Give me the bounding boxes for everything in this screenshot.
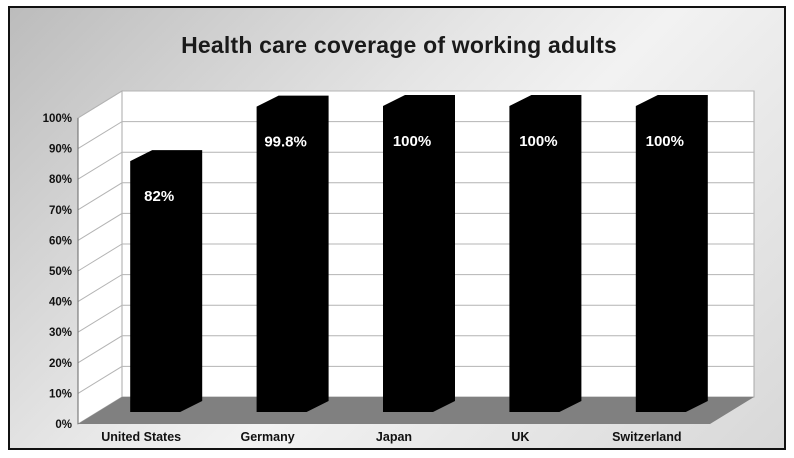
bar <box>130 150 203 412</box>
bar <box>509 95 582 412</box>
bar-value-label: 100% <box>519 133 557 150</box>
y-tick-label: 100% <box>43 113 72 125</box>
bar-value-label: 100% <box>646 133 684 150</box>
y-tick-label: 0% <box>55 419 72 431</box>
x-tick-label: UK <box>511 430 529 444</box>
y-tick-label: 20% <box>49 358 72 370</box>
bar-value-label: 82% <box>144 188 174 205</box>
y-tick-label: 60% <box>49 235 72 247</box>
bar-value-label: 100% <box>393 133 431 150</box>
x-tick-label: Japan <box>376 430 412 444</box>
chart-frame: Health care coverage of working adults 0… <box>8 6 786 450</box>
x-tick-label: United States <box>101 430 181 444</box>
chart-title: Health care coverage of working adults <box>181 32 617 58</box>
y-tick-label: 80% <box>49 174 72 186</box>
x-tick-label: Germany <box>240 430 294 444</box>
y-tick-label: 40% <box>49 297 72 309</box>
bar-chart: 0% 10% 20% 30% 40% 50% 60% 70% 80% 90% 100% 82% Unit… <box>43 90 755 444</box>
y-tick-label: 90% <box>49 144 72 156</box>
y-tick-label: 10% <box>49 388 72 400</box>
bar <box>635 95 708 412</box>
bar <box>256 95 329 412</box>
gridline <box>77 90 754 119</box>
y-tick-label: 70% <box>49 205 72 217</box>
x-tick-label: Switzerland <box>612 430 681 444</box>
y-tick-label: 50% <box>49 266 72 278</box>
y-tick-label: 30% <box>49 327 72 339</box>
bar-value-label: 99.8% <box>264 134 307 151</box>
bar <box>383 95 455 412</box>
